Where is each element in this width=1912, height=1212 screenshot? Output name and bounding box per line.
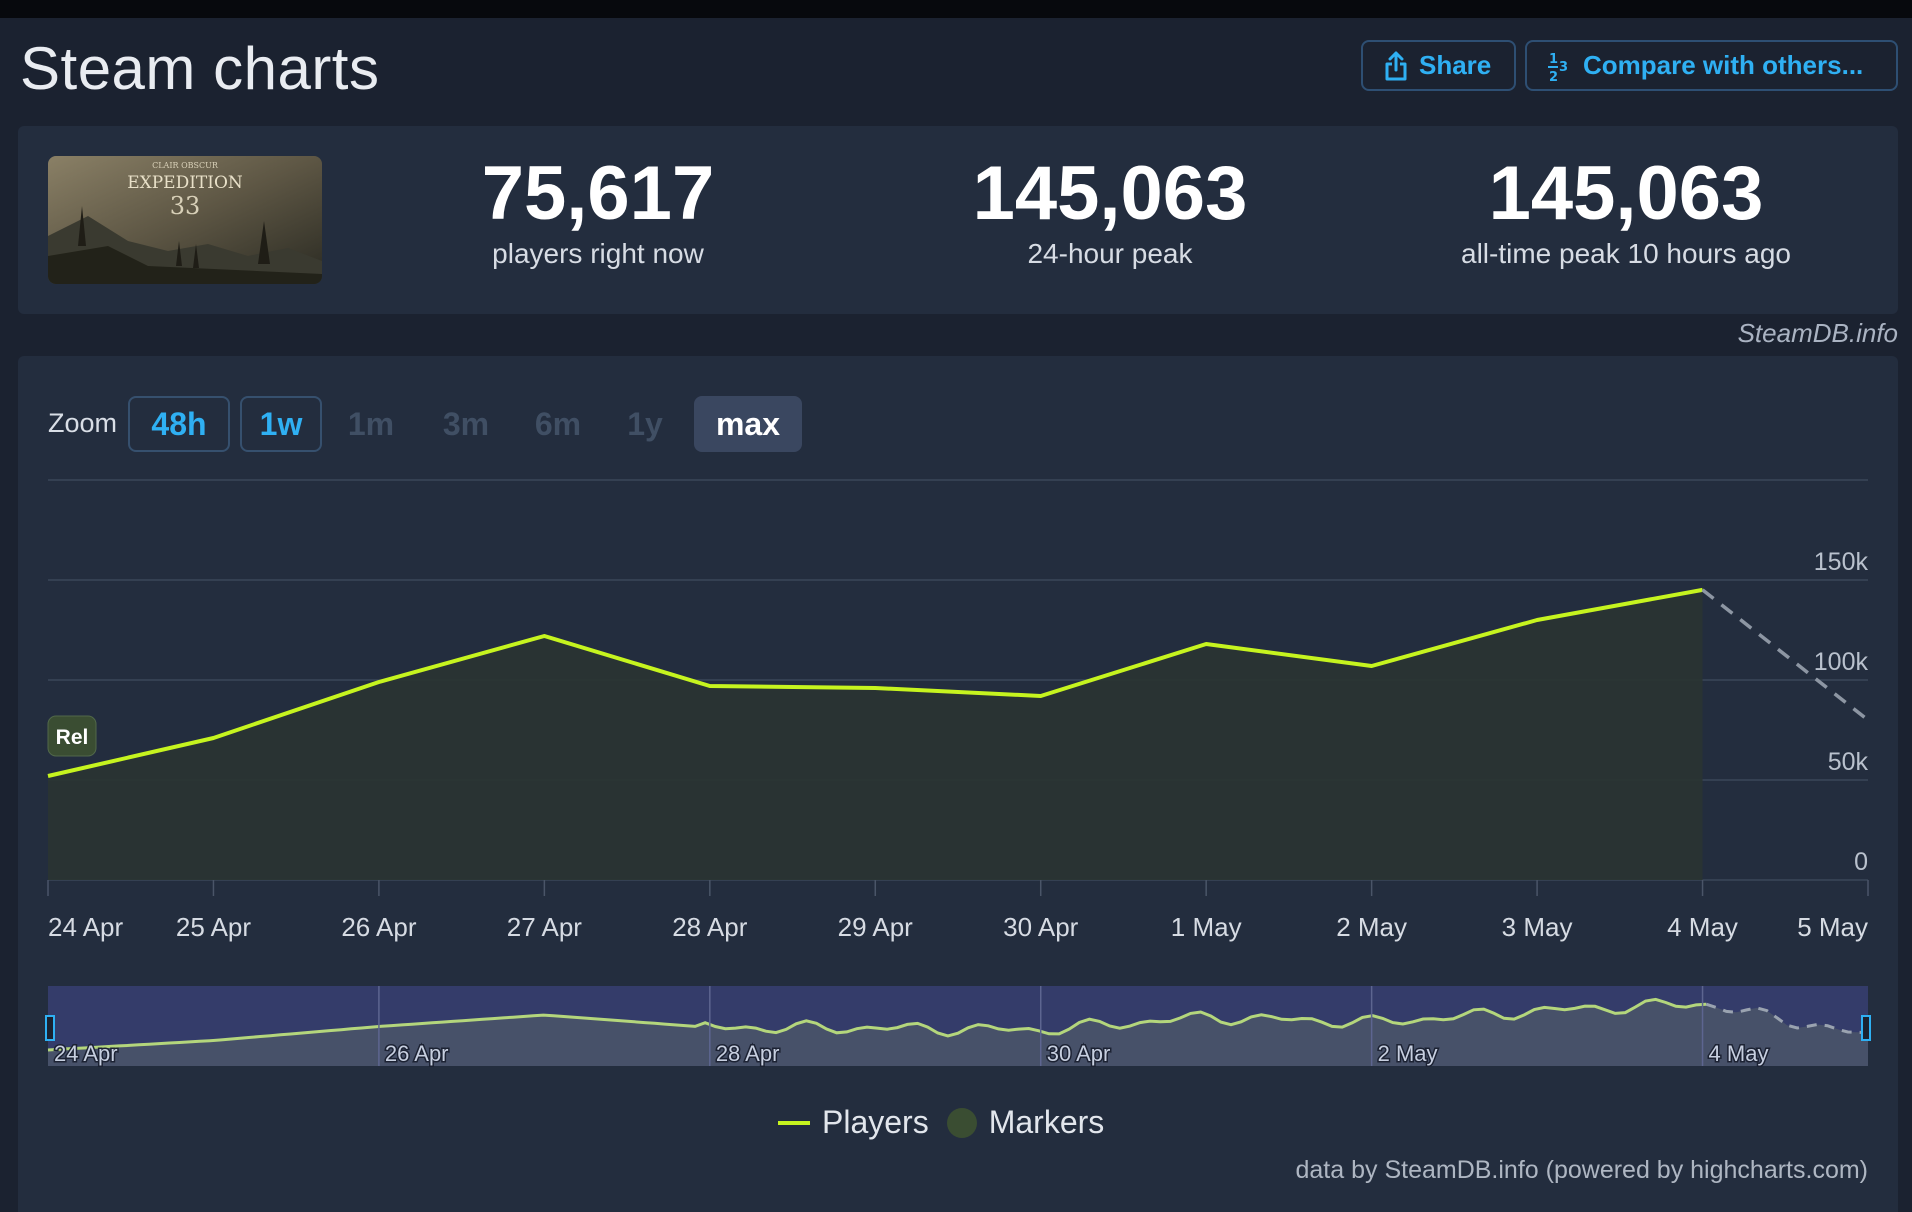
peak-24h-value: 145,063 xyxy=(972,151,1248,236)
navigator-tick-label: 24 Apr xyxy=(54,1041,118,1066)
zoom-max-button[interactable]: max xyxy=(694,396,802,452)
alltime-peak-stat: 145,063 all-time peak 10 hours ago xyxy=(1408,156,1844,270)
share-button[interactable]: Share xyxy=(1361,40,1516,91)
current-players-stat: 75,617 players right now xyxy=(426,156,770,270)
stats-panel: CLAIR OBSCUR EXPEDITION 33 75,617 player… xyxy=(18,126,1898,314)
navigator-tick-label: 4 May xyxy=(1709,1041,1769,1066)
chart-credits[interactable]: data by SteamDB.info (powered by highcha… xyxy=(1295,1156,1869,1184)
chart-legend: Players Markers xyxy=(778,1104,1104,1141)
navigator-line xyxy=(47,997,1707,1052)
legend-markers-swatch xyxy=(946,1107,977,1138)
svg-text:33: 33 xyxy=(170,192,201,220)
zoom-1y-button[interactable]: 1y xyxy=(627,405,663,442)
navigator-tick-label: 28 Apr xyxy=(716,1041,780,1066)
svg-text:3: 3 xyxy=(1559,60,1568,75)
zoom-48h-button[interactable]: 48h xyxy=(128,396,230,452)
peak-24h-label: 24-hour peak xyxy=(1027,238,1193,269)
projection-line xyxy=(1701,588,1870,722)
svg-text:2: 2 xyxy=(1549,70,1558,83)
x-tick-label: 28 Apr xyxy=(672,912,748,942)
compare-icon: 1 3 2 xyxy=(1548,52,1568,83)
current-players-value: 75,617 xyxy=(481,151,715,236)
x-tick-label: 5 May xyxy=(1797,912,1868,942)
zoom-1w-button[interactable]: 1w xyxy=(240,396,322,452)
alltime-peak-value: 145,063 xyxy=(1488,151,1764,236)
y-tick-label: 50k xyxy=(1828,748,1869,776)
zoom-6m-button[interactable]: 6m xyxy=(534,405,582,442)
x-tick-label: 1 May xyxy=(1171,912,1242,942)
compare-label: Compare with others... xyxy=(1583,50,1864,80)
x-tick-label: 27 Apr xyxy=(507,912,583,942)
x-tick-label: 26 Apr xyxy=(341,912,417,942)
legend-players[interactable]: Players xyxy=(778,1104,929,1141)
compare-button[interactable]: 1 3 2 Compare with others... xyxy=(1525,40,1898,91)
svg-text:CLAIR OBSCUR: CLAIR OBSCUR xyxy=(152,161,219,170)
y-tick-label: 0 xyxy=(1854,848,1868,876)
x-tick-label: 24 Apr xyxy=(48,912,124,942)
share-label: Share xyxy=(1419,50,1492,80)
navigator-left-handle xyxy=(45,1015,55,1041)
x-tick-label: 4 May xyxy=(1667,912,1738,942)
top-bar xyxy=(0,0,1912,18)
page-title: Steam charts xyxy=(20,35,380,102)
x-tick-label: 29 Apr xyxy=(838,912,914,942)
peak-24h-stat: 145,063 24-hour peak xyxy=(938,156,1282,270)
release-marker xyxy=(47,715,97,757)
chart-panel: Zoom 48h 1w 1m 3m 6m 1y max 0 50k 100k 150k… xyxy=(18,356,1898,1212)
release-marker-label: Rel xyxy=(56,726,89,749)
y-tick-label: 100k xyxy=(1814,648,1869,676)
navigator-tick-label: 26 Apr xyxy=(385,1041,449,1066)
x-tick-label: 30 Apr xyxy=(1003,912,1079,942)
x-tick-label: 25 Apr xyxy=(176,912,252,942)
legend-markers-label: Markers xyxy=(988,1104,1105,1140)
x-tick-label: 3 May xyxy=(1502,912,1573,942)
zoom-3m-button[interactable]: 3m xyxy=(442,405,490,442)
navigator-tick-label: 2 May xyxy=(1378,1041,1438,1066)
share-icon xyxy=(1385,51,1407,80)
game-capsule-image[interactable]: CLAIR OBSCUR EXPEDITION 33 xyxy=(48,156,322,284)
svg-text:EXPEDITION: EXPEDITION xyxy=(127,173,243,193)
zoom-label: Zoom xyxy=(48,408,118,438)
svg-text:1: 1 xyxy=(1549,52,1558,67)
legend-players-swatch xyxy=(778,1120,810,1125)
navigator-right-handle xyxy=(1861,1015,1871,1041)
players-area xyxy=(48,589,1703,880)
alltime-peak-label: all-time peak 10 hours ago xyxy=(1461,238,1791,269)
navigator-area xyxy=(48,999,1868,1066)
current-players-label: players right now xyxy=(492,238,704,269)
legend-players-label: Players xyxy=(822,1104,929,1140)
player-count-chart[interactable]: 0 50k 100k 150k 24 Apr 25 Apr 26 Apr 27 Apr 28 A… xyxy=(18,356,1898,1096)
navigator-tick-label: 30 Apr xyxy=(1047,1041,1111,1066)
x-tick-label: 2 May xyxy=(1336,912,1407,942)
legend-markers[interactable]: Markers xyxy=(946,1104,1105,1141)
y-tick-label: 150k xyxy=(1814,548,1869,576)
zoom-1m-button[interactable]: 1m xyxy=(347,405,395,442)
steamdb-watermark: SteamDB.info xyxy=(1737,318,1898,348)
